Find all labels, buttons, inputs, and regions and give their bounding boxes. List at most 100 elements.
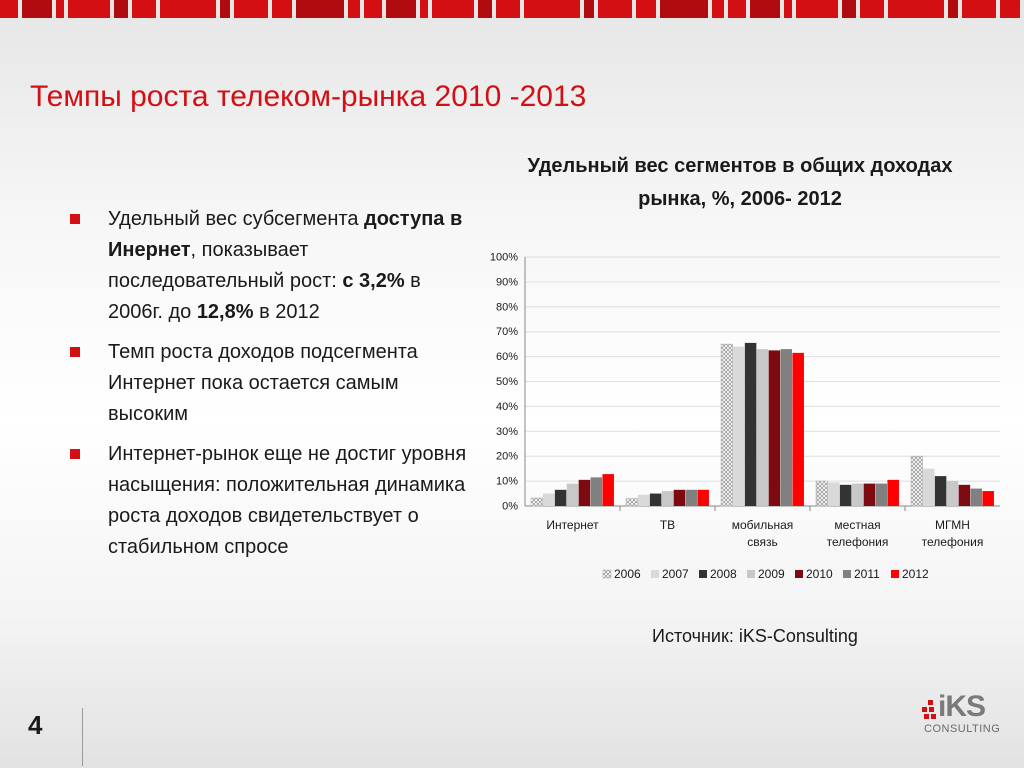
bar-2010 — [958, 484, 971, 506]
bullet-text-run: Темп роста доходов подсегмента Интернет … — [108, 341, 418, 425]
bullet-bold-text: 12,8% — [196, 301, 254, 323]
legend-swatch — [795, 570, 803, 578]
bar-2007 — [732, 346, 745, 506]
bullet-text: Темп роста доходов подсегмента Интернет … — [108, 341, 418, 425]
top-stripe — [0, 0, 18, 18]
top-stripe — [860, 0, 884, 18]
bullet-text-run: в 2006г. до — [108, 270, 421, 323]
top-stripe — [234, 0, 268, 18]
top-stripe — [296, 0, 344, 18]
x-tick-label: местная — [834, 518, 880, 532]
legend-label: 2010 — [806, 567, 833, 581]
top-stripe — [348, 0, 360, 18]
legend-swatch — [891, 570, 899, 578]
company-logo: iKS CONSULTING — [920, 690, 1000, 738]
top-stripe — [888, 0, 944, 18]
y-tick-label: 20% — [496, 451, 518, 463]
bar-2012 — [792, 352, 804, 506]
bullet-list: Удельный вес субсегмента доступа в Инерн… — [68, 204, 478, 572]
x-tick-label: МГМН — [935, 518, 970, 532]
bar-2011 — [590, 477, 603, 506]
x-tick-label: телефония — [922, 535, 984, 549]
top-stripe — [784, 0, 792, 18]
bar-2010 — [578, 479, 591, 506]
bullet-text: Удельный вес субсегмента доступа в Инерн… — [108, 208, 462, 323]
bar-2012 — [602, 474, 614, 506]
top-stripe — [420, 0, 428, 18]
top-stripe — [496, 0, 520, 18]
y-tick-label: 60% — [496, 351, 518, 363]
bullet-bold-text: с 3,2% — [342, 270, 405, 292]
slide-title: Темпы роста телеком-рынка 2010 -2013 — [30, 80, 587, 113]
bar-2007 — [922, 468, 935, 506]
bar-2008 — [934, 476, 947, 506]
top-stripe — [132, 0, 156, 18]
bar-2011 — [970, 488, 983, 506]
top-stripe — [478, 0, 492, 18]
top-stripe — [962, 0, 996, 18]
bar-chart: 0% 10% 20% 30% 40% 50% 60% 70% 80% 90% 100% Интерне… — [490, 252, 1000, 581]
legend-label: 2012 — [902, 567, 929, 581]
top-stripe — [598, 0, 632, 18]
top-stripe — [1000, 0, 1020, 18]
top-stripe — [220, 0, 230, 18]
legend-label: 2008 — [710, 567, 737, 581]
bar-2011 — [875, 483, 888, 506]
y-tick-label: 40% — [496, 401, 518, 413]
top-stripe — [272, 0, 292, 18]
bar-2006 — [910, 455, 923, 507]
bar-2007 — [827, 482, 840, 506]
x-tick-label: телефония — [827, 535, 889, 549]
top-stripe — [68, 0, 110, 18]
bar-2006 — [815, 480, 828, 507]
legend-swatch — [843, 570, 851, 578]
bar-2011 — [780, 349, 793, 506]
y-tick-label: 80% — [496, 301, 518, 313]
bar-2008 — [554, 489, 567, 506]
top-stripe — [160, 0, 216, 18]
top-stripe — [842, 0, 856, 18]
bullet-square-icon — [70, 347, 80, 357]
bar-2012 — [887, 479, 899, 506]
top-stripe — [948, 0, 958, 18]
source-note: Источник: iKS-Consulting — [652, 626, 858, 646]
bullet-item: Удельный вес субсегмента доступа в Инерн… — [68, 204, 478, 328]
x-tick-label: связь — [747, 535, 778, 549]
bar-2009 — [851, 483, 864, 506]
legend-swatch — [651, 570, 659, 578]
top-stripe-band — [0, 0, 1020, 18]
bar-2006 — [720, 343, 733, 507]
bar-2008 — [744, 342, 757, 506]
bullet-bold-text: доступа в Инернет — [108, 208, 463, 261]
bar-2009 — [946, 481, 959, 506]
bullet-item: Темп роста доходов подсегмента Интернет … — [68, 337, 478, 430]
bullet-text: Интернет-рынок еще не достиг уровня насы… — [108, 443, 466, 558]
bullet-square-icon — [70, 214, 80, 224]
y-tick-label: 90% — [496, 276, 518, 288]
bar-2012 — [982, 491, 994, 506]
top-stripe — [364, 0, 382, 18]
bar-2010 — [863, 483, 876, 506]
legend-swatch — [699, 570, 707, 578]
top-stripe — [728, 0, 746, 18]
bar-2007 — [542, 493, 555, 506]
bullet-square-icon — [70, 449, 80, 459]
legend-swatch — [602, 569, 612, 579]
bar-2008 — [649, 493, 662, 506]
x-tick-label: ТВ — [660, 518, 675, 532]
logo-subtitle: CONSULTING — [924, 723, 1001, 735]
legend-label: 2011 — [854, 567, 880, 581]
top-stripe — [56, 0, 64, 18]
bar-2009 — [661, 491, 674, 506]
bar-2012 — [697, 489, 709, 506]
legend-swatch — [747, 570, 755, 578]
bar-2008 — [839, 484, 852, 506]
x-tick-label: мобильная — [732, 518, 794, 532]
bullet-text-run: , показывает последовательный рост: — [108, 239, 343, 292]
top-stripe — [584, 0, 594, 18]
bullet-text-run: в 2012 — [253, 301, 320, 323]
legend-label: 2007 — [662, 567, 689, 581]
bullet-item: Интернет-рынок еще не достиг уровня насы… — [68, 439, 478, 563]
top-stripe — [636, 0, 656, 18]
bar-2009 — [566, 483, 579, 506]
